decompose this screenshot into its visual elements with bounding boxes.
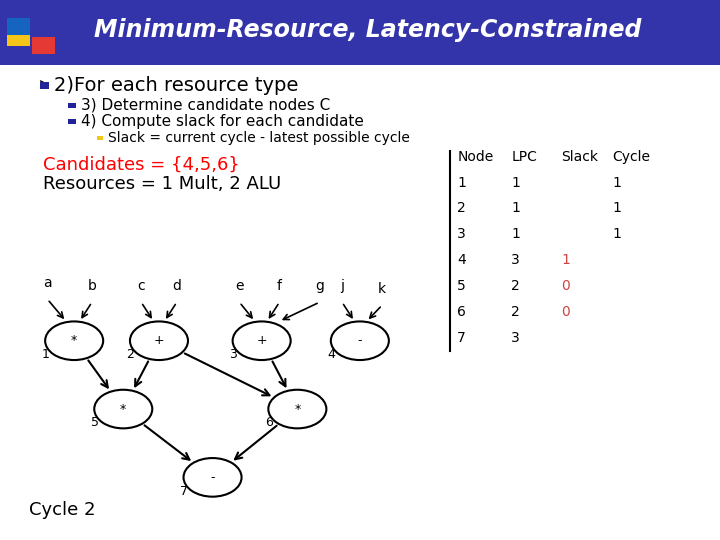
Text: 3) Determine candidate nodes C: 3) Determine candidate nodes C	[81, 98, 330, 113]
Text: 4: 4	[457, 253, 466, 267]
Text: 3: 3	[511, 331, 520, 345]
Text: 2: 2	[127, 348, 135, 361]
Text: 7: 7	[180, 485, 188, 498]
Text: 6: 6	[265, 416, 273, 429]
Text: LPC: LPC	[511, 150, 537, 164]
Text: 1: 1	[562, 253, 570, 267]
FancyBboxPatch shape	[68, 119, 76, 124]
Text: f: f	[277, 279, 282, 293]
FancyBboxPatch shape	[32, 37, 55, 54]
Text: Cycle: Cycle	[612, 150, 650, 164]
Text: Resources = 1 Mult, 2 ALU: Resources = 1 Mult, 2 ALU	[43, 174, 282, 193]
Text: 5: 5	[457, 279, 466, 293]
Text: b: b	[88, 279, 96, 293]
FancyBboxPatch shape	[7, 29, 30, 46]
Text: +: +	[256, 334, 267, 347]
Text: 3: 3	[457, 227, 466, 241]
Text: a: a	[43, 276, 52, 290]
Text: 1: 1	[511, 176, 520, 190]
Circle shape	[233, 321, 291, 360]
Text: 1: 1	[612, 176, 621, 190]
Text: *: *	[294, 402, 300, 416]
Text: 7: 7	[457, 331, 466, 345]
Text: 1: 1	[612, 227, 621, 241]
Text: Minimum-Resource, Latency-Constrained: Minimum-Resource, Latency-Constrained	[94, 18, 641, 42]
FancyBboxPatch shape	[0, 0, 720, 65]
Text: *: *	[71, 334, 77, 347]
Text: d: d	[172, 279, 181, 293]
Text: -: -	[210, 471, 215, 484]
Text: 5: 5	[91, 416, 99, 429]
Text: -: -	[358, 334, 362, 347]
Text: 1: 1	[612, 201, 621, 215]
Text: Node: Node	[457, 150, 493, 164]
FancyBboxPatch shape	[7, 18, 30, 35]
Text: e: e	[235, 279, 243, 293]
Text: 2)For each resource type: 2)For each resource type	[54, 76, 298, 95]
Circle shape	[184, 458, 242, 497]
Text: +: +	[153, 334, 164, 347]
Circle shape	[331, 321, 389, 360]
Text: Slack: Slack	[562, 150, 598, 164]
Text: Slack = current cycle - latest possible cycle: Slack = current cycle - latest possible …	[108, 131, 410, 145]
Text: 1: 1	[511, 227, 520, 241]
Text: 2: 2	[511, 305, 520, 319]
Text: c: c	[138, 279, 145, 293]
Text: 6: 6	[457, 305, 466, 319]
Text: 2: 2	[511, 279, 520, 293]
Circle shape	[130, 321, 188, 360]
Text: 2: 2	[457, 201, 466, 215]
Text: Candidates = {4,5,6}: Candidates = {4,5,6}	[43, 156, 240, 174]
Text: 1: 1	[42, 348, 50, 361]
FancyBboxPatch shape	[40, 82, 49, 89]
Text: j: j	[340, 279, 344, 293]
Text: 3: 3	[511, 253, 520, 267]
Text: 3: 3	[229, 348, 237, 361]
Text: 1: 1	[457, 176, 466, 190]
FancyBboxPatch shape	[97, 136, 103, 140]
Text: 1: 1	[511, 201, 520, 215]
Circle shape	[269, 390, 326, 428]
Text: k: k	[378, 282, 386, 296]
Text: 0: 0	[562, 279, 570, 293]
Text: Cycle 2: Cycle 2	[29, 501, 95, 519]
Circle shape	[45, 321, 103, 360]
Text: 4: 4	[328, 348, 336, 361]
FancyBboxPatch shape	[68, 103, 76, 108]
Circle shape	[94, 390, 153, 428]
Text: g: g	[315, 279, 324, 293]
Text: 0: 0	[562, 305, 570, 319]
Text: *: *	[120, 402, 127, 416]
Text: 4) Compute slack for each candidate: 4) Compute slack for each candidate	[81, 114, 364, 129]
